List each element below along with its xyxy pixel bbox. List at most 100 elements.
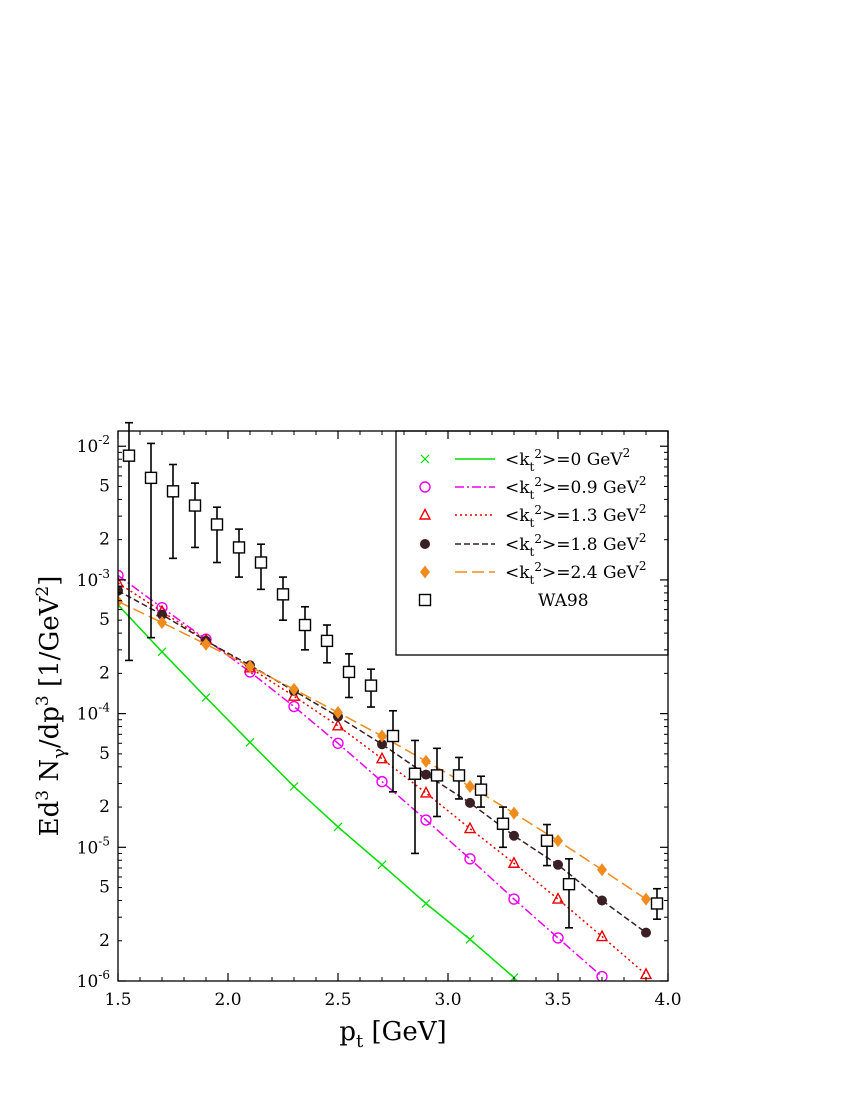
series-4-point bbox=[465, 779, 475, 793]
wa98-point bbox=[364, 679, 378, 692]
series-1-point bbox=[376, 775, 388, 788]
series-0-point bbox=[333, 822, 343, 832]
series-3-point bbox=[597, 895, 607, 906]
y-minor-tick-label: 5 bbox=[99, 744, 110, 764]
legend-label-4: <kt2>=2.4 GeV2 bbox=[505, 559, 647, 587]
series-2-point bbox=[639, 967, 653, 980]
series-1-point bbox=[508, 893, 520, 905]
series-4-point bbox=[157, 616, 167, 630]
wa98-point bbox=[276, 588, 290, 601]
series-3-point bbox=[465, 797, 475, 808]
series-4-point bbox=[509, 806, 519, 820]
legend-label-0: <kt2>=0 GeV2 bbox=[505, 446, 630, 474]
series-4-point bbox=[333, 705, 343, 719]
errorbar-layer bbox=[122, 421, 664, 929]
series-0-point bbox=[201, 693, 211, 702]
series-line-0 bbox=[118, 604, 515, 979]
series-4-point bbox=[421, 754, 431, 768]
y-axis-label: Ed3 Nγ/dp3 [1/GeV2] bbox=[33, 576, 70, 837]
ticks: 1.5 2.0 2.5 3.0 3.5 4.0 10-2 10-3 10-4 10-5 10-6 2 5… bbox=[77, 431, 682, 1010]
y-tick-label: 10-6 bbox=[77, 968, 110, 992]
series-0-point bbox=[465, 934, 475, 944]
series-3-point bbox=[421, 769, 431, 780]
wa98-point bbox=[320, 634, 334, 648]
wa98-point bbox=[144, 471, 158, 485]
series-2-point bbox=[331, 718, 345, 731]
series-1-point bbox=[332, 737, 344, 749]
wa98-point bbox=[430, 769, 444, 782]
y-tick-label: 10-3 bbox=[77, 567, 110, 591]
wa98-point bbox=[342, 665, 356, 679]
series-3-point bbox=[377, 739, 387, 750]
y-minor-tick-label: 2 bbox=[99, 797, 110, 817]
series-2-point bbox=[419, 785, 433, 798]
legend-box bbox=[395, 430, 669, 656]
series-2-point bbox=[287, 689, 301, 701]
series-1-point bbox=[420, 814, 432, 826]
series-4-point bbox=[553, 834, 563, 848]
series-4-point bbox=[377, 729, 387, 743]
y-tick-label: 10-5 bbox=[77, 834, 110, 858]
series-4-point bbox=[641, 892, 651, 906]
wa98-point bbox=[452, 769, 466, 782]
series-1-point bbox=[552, 932, 564, 944]
legend-label-3: <kt2>=1.8 GeV2 bbox=[505, 531, 647, 559]
wa98-point bbox=[562, 877, 576, 891]
x-tick-label: 1.5 bbox=[104, 990, 131, 1010]
y-minor-tick-label: 5 bbox=[99, 476, 110, 496]
series-3-point bbox=[641, 927, 651, 938]
series-0-point bbox=[289, 782, 299, 791]
series-3-point bbox=[553, 859, 563, 870]
series-2-point bbox=[118, 575, 125, 588]
series-4-point bbox=[597, 863, 607, 877]
y-minor-tick-label: 5 bbox=[99, 878, 110, 898]
series-4-point bbox=[118, 594, 123, 608]
series-4-point bbox=[201, 637, 211, 651]
plot-frame bbox=[117, 430, 669, 982]
legend: <kt2>=0 GeV2<kt2>=0.9 GeV2<kt2>=1.3 GeV2… bbox=[395, 430, 669, 656]
wa98-point bbox=[540, 834, 554, 847]
legend-marker-1 bbox=[419, 481, 431, 493]
wa98-point bbox=[386, 729, 400, 743]
wa98-point bbox=[188, 499, 202, 512]
legend-label-1: <kt2>=0.9 GeV2 bbox=[505, 474, 647, 502]
wa98-point bbox=[122, 449, 136, 462]
legend-label-wa98: WA98 bbox=[538, 591, 589, 611]
series-1-point bbox=[464, 853, 476, 865]
wa98-point bbox=[298, 618, 312, 632]
wa98-point bbox=[474, 783, 488, 796]
y-tick-label: 10-2 bbox=[77, 433, 110, 457]
series-layer bbox=[118, 569, 653, 981]
x-tick-label: 2.0 bbox=[214, 990, 241, 1010]
legend-marker-3 bbox=[420, 539, 430, 549]
series-2-point bbox=[551, 892, 565, 904]
axes bbox=[117, 430, 669, 982]
legend-marker-4 bbox=[420, 565, 430, 579]
y-minor-tick-label: 2 bbox=[99, 931, 110, 951]
y-tick-label: 10-4 bbox=[77, 701, 111, 725]
series-3-point bbox=[509, 830, 519, 841]
legend-label-2: <kt2>=1.3 GeV2 bbox=[505, 502, 647, 530]
wa98-point bbox=[232, 541, 246, 554]
series-2-point bbox=[507, 856, 521, 868]
series-2-point bbox=[463, 821, 477, 834]
x-tick-label: 3.5 bbox=[544, 990, 571, 1010]
series-2-point bbox=[375, 751, 389, 764]
y-minor-tick-label: 5 bbox=[99, 610, 110, 630]
wa98-point bbox=[496, 817, 510, 830]
x-tick-label: 4.0 bbox=[654, 990, 681, 1010]
x-axis-label: pt [GeV] bbox=[339, 1017, 446, 1052]
wa98-point bbox=[210, 518, 224, 531]
series-3-point bbox=[157, 609, 167, 620]
x-tick-label: 2.5 bbox=[324, 990, 351, 1010]
series-0-point bbox=[245, 737, 255, 747]
wa98-point bbox=[650, 897, 664, 910]
series-1-point bbox=[118, 569, 124, 582]
series-4-point bbox=[245, 660, 255, 674]
y-minor-tick-label: 2 bbox=[99, 530, 110, 550]
series-0-point bbox=[421, 899, 431, 908]
wa98-point bbox=[254, 556, 268, 569]
series-4-point bbox=[289, 682, 299, 696]
legend-marker-0 bbox=[420, 454, 430, 464]
